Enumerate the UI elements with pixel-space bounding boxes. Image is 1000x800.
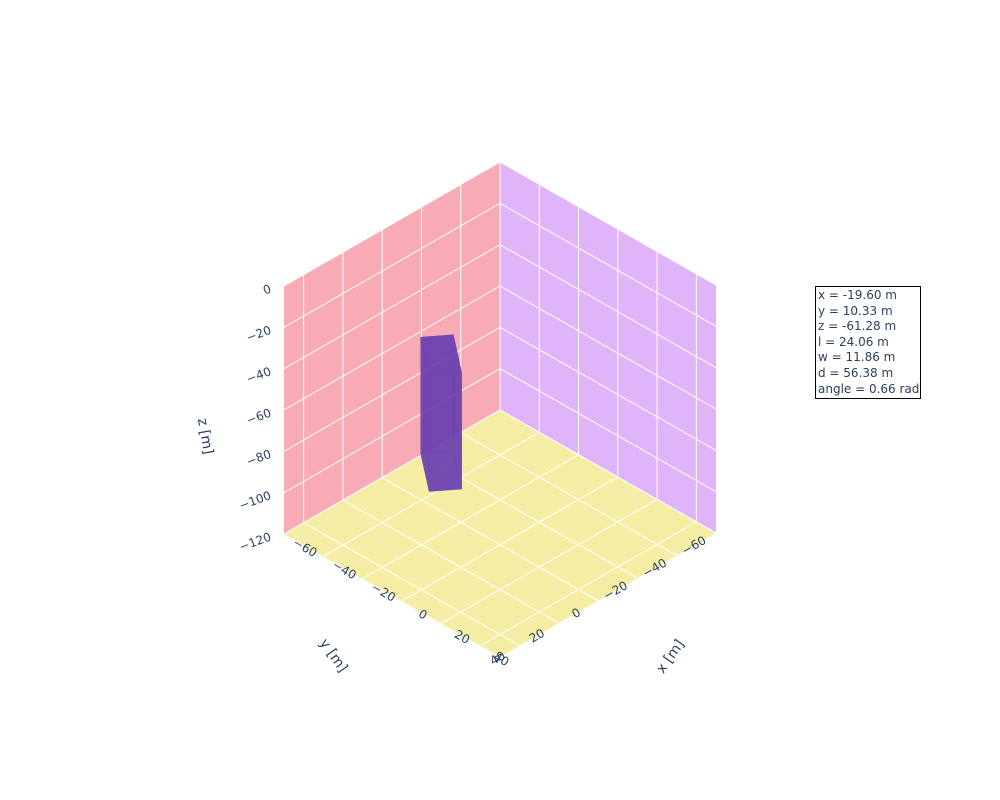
floor-grid-x: [401, 476, 619, 602]
left-grid-z: [283, 202, 501, 328]
right-grid-z: [499, 244, 717, 369]
floor-grid-y: [342, 499, 560, 624]
floor-grid-y: [381, 477, 599, 602]
z-tick-label: −100: [237, 488, 273, 512]
annotation-line-y: y = 10.33 m: [818, 303, 893, 318]
floor-grid-x: [362, 454, 579, 580]
annotation-line-x: x = -19.60 m: [818, 288, 897, 302]
right-grid-z: [499, 161, 717, 286]
y-axis-title: y [m]: [316, 636, 350, 676]
left-grid-z: [283, 244, 501, 370]
floor-grid-x: [440, 499, 658, 624]
annotation-line-d: d = 56.38 m: [818, 365, 894, 380]
y-tick-label: 40: [487, 648, 507, 668]
left-grid-z: [283, 368, 501, 494]
floor-grid-x: [323, 431, 540, 557]
annotation-line-angle: angle = 0.66 rad: [818, 381, 920, 396]
box-mesh: [420, 334, 463, 492]
box-annotation: x = -19.60 m y = 10.33 m z = -61.28 m l …: [815, 286, 922, 400]
right-grid-z: [499, 202, 717, 327]
floor-grid-x: [480, 521, 697, 647]
box-face: [420, 334, 463, 376]
floor-grid-y: [303, 522, 520, 647]
x-axis-title: x [m]: [653, 637, 687, 677]
z-tick-label: −20: [244, 323, 273, 345]
right-grid-z: [499, 326, 717, 451]
left-grid-z: [283, 285, 501, 411]
box-face: [420, 450, 463, 492]
annotation-line-z: z = -61.28 m: [818, 319, 897, 334]
y-tick-label: 20: [527, 626, 547, 646]
x-tick-label: 40: [491, 649, 511, 669]
right-grid-z: [499, 409, 717, 534]
z-tick-label: −60: [244, 406, 273, 428]
floor-grid-y: [460, 432, 677, 556]
left-grid-z: [283, 326, 501, 452]
right-grid-z: [499, 368, 717, 493]
annotation-line-l: l = 24.06 m: [818, 334, 889, 349]
z-axis-title: z [m]: [194, 417, 216, 456]
z-tick-label: −80: [244, 447, 273, 469]
z-tick-label: −40: [244, 364, 273, 386]
left-grid-z: [283, 161, 501, 287]
z-tick-label: 0: [261, 282, 273, 298]
right-grid-z: [499, 285, 717, 410]
z-tick-label: −120: [237, 530, 273, 554]
annotation-line-w: w = 11.86 m: [818, 350, 896, 365]
left-grid-z: [283, 409, 501, 535]
x-tick-label: 20: [452, 627, 472, 647]
